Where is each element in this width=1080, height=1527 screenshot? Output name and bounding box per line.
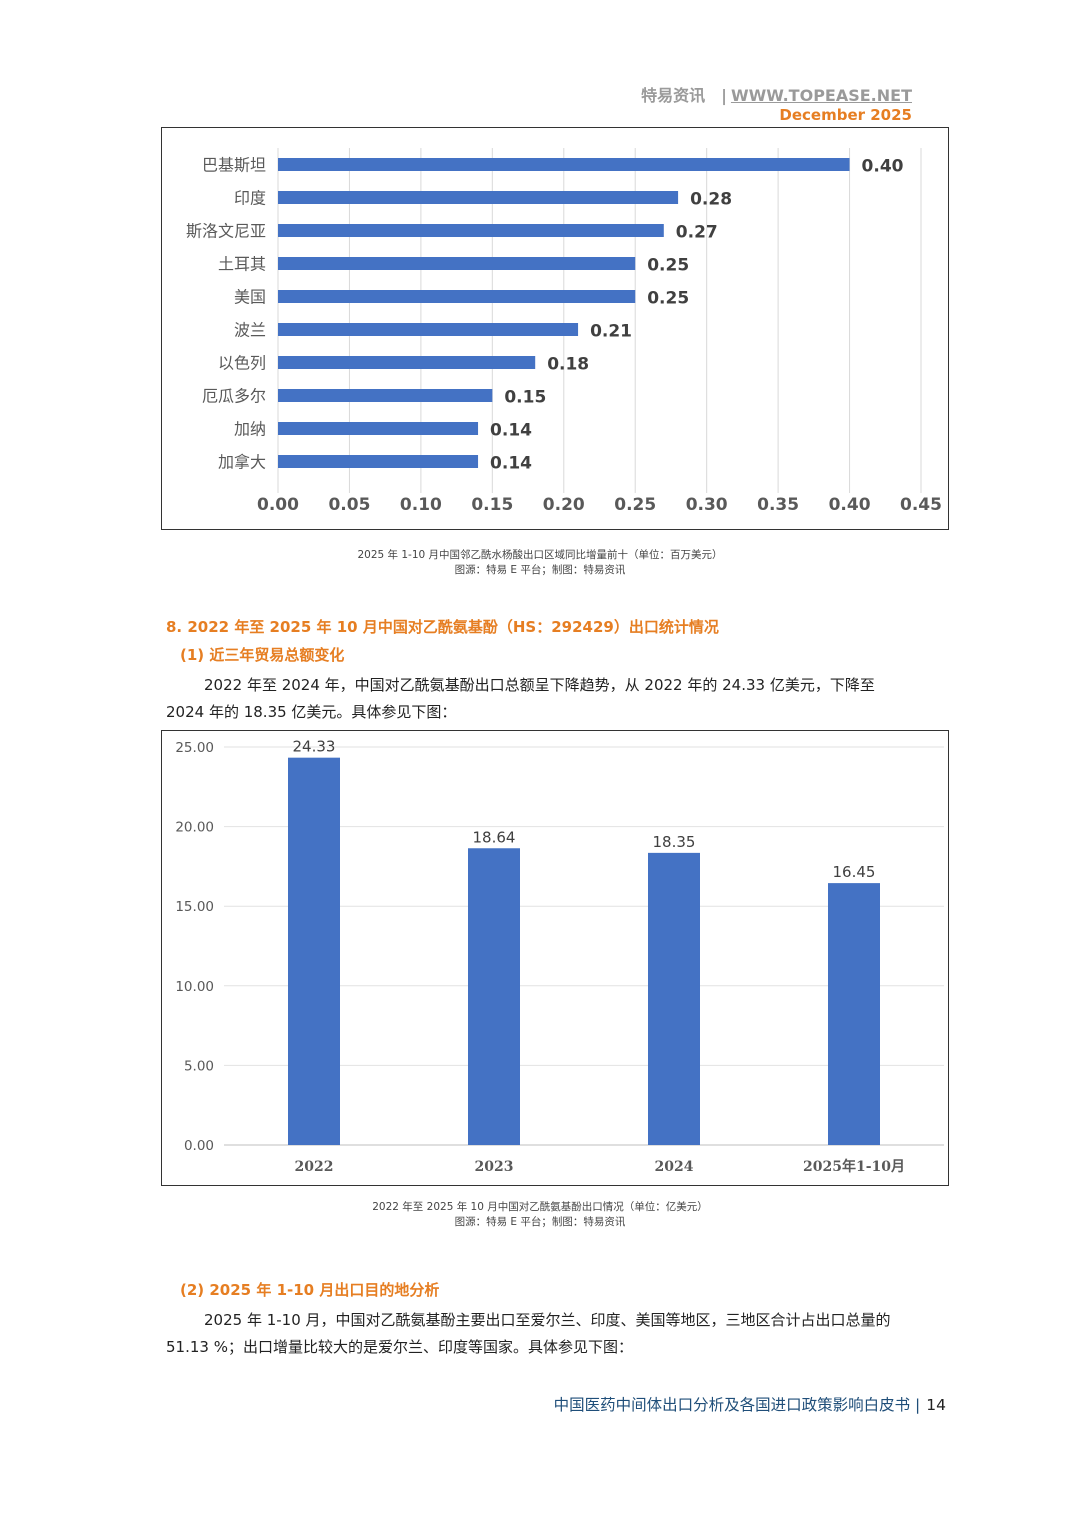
category-label: 2024 — [655, 1159, 694, 1175]
x-tick-label: 0.10 — [400, 495, 442, 515]
x-tick-label: 0.25 — [614, 495, 656, 515]
vertical-bar-chart: 0.00 5.00 10.00 15.00 20.00 25.00 24.33 2022 18.… — [161, 730, 949, 1186]
header-separator: | — [721, 86, 727, 105]
category-label: 2022 — [295, 1159, 334, 1175]
section-heading: 8. 2022 年至 2025 年 10 月中国对乙酰氨基酚（HS：292429… — [166, 618, 719, 636]
page-number: 14 — [926, 1396, 946, 1414]
brand-name: 特易资讯 — [641, 86, 706, 105]
paragraph-2-text: 2025 年 1-10 月，中国对乙酰氨基酚主要出口至爱尔兰、印度、美国等地区，… — [166, 1311, 891, 1356]
y-tick-label: 5.00 — [184, 1058, 214, 1074]
data-label: 18.35 — [653, 833, 696, 851]
page-footer: 中国医药中间体出口分析及各国进口政策影响白皮书 | 14 — [554, 1393, 946, 1415]
bar — [278, 455, 479, 468]
data-label: 0.21 — [590, 322, 632, 342]
bar — [278, 224, 664, 237]
bar — [278, 290, 636, 303]
y-tick-label: 20.00 — [175, 820, 214, 836]
bar — [288, 757, 340, 1145]
data-label: 0.28 — [690, 190, 732, 210]
category-label: 印度 — [234, 189, 266, 208]
subsection-heading-2: (2) 2025 年 1-10 月出口目的地分析 — [180, 1281, 440, 1299]
data-label: 0.27 — [676, 223, 718, 243]
data-label: 0.25 — [647, 289, 689, 309]
chart1-caption-source: 图源：特易 E 平台；制图：特易资讯 — [454, 564, 626, 576]
header-brand: 特易资讯 | WWW.TOPEASE.NET — [641, 82, 912, 106]
category-label: 2023 — [475, 1159, 514, 1175]
bar — [278, 356, 536, 369]
data-label: 0.15 — [504, 388, 546, 408]
data-label: 18.64 — [473, 828, 516, 846]
category-label: 斯洛文尼亚 — [186, 222, 266, 241]
x-tick-label: 0.20 — [543, 495, 585, 515]
bar — [278, 323, 579, 336]
data-label: 0.14 — [490, 454, 532, 474]
data-label: 0.14 — [490, 421, 532, 441]
category-label: 2025年1-10月 — [803, 1158, 905, 1175]
bar — [278, 158, 850, 171]
vertical-bar-chart-svg: 0.00 5.00 10.00 15.00 20.00 25.00 24.33 2022 18.… — [175, 738, 944, 1175]
category-label: 以色列 — [218, 354, 266, 373]
y-tick-label: 15.00 — [175, 899, 214, 915]
chart2-caption-title: 2022 年至 2025 年 10 月中国对乙酰氨基酚出口情况（单位：亿美元） — [372, 1201, 708, 1213]
category-label: 波兰 — [234, 321, 266, 340]
bar — [278, 257, 636, 270]
horizontal-bar-chart: 0.00 0.05 0.10 0.15 0.20 0.25 0.30 0.35 0.40 0.45… — [161, 127, 949, 530]
data-label: 0.18 — [547, 355, 589, 375]
y-tick-label: 0.00 — [184, 1138, 214, 1154]
data-label: 24.33 — [293, 738, 336, 756]
x-tick-label: 0.40 — [829, 495, 871, 515]
subsection-heading-1: (1) 近三年贸易总额变化 — [180, 646, 345, 664]
header-url-link[interactable]: WWW.TOPEASE.NET — [730, 86, 912, 105]
bar — [468, 848, 520, 1145]
category-label: 美国 — [234, 288, 266, 307]
y-tick-label: 25.00 — [175, 740, 214, 756]
header-date: December 2025 — [779, 106, 912, 124]
x-tick-label: 0.00 — [257, 495, 299, 515]
y-tick-label: 10.00 — [175, 979, 214, 995]
bar — [278, 191, 679, 204]
category-label: 加纳 — [234, 420, 266, 439]
chart1-caption-title: 2025 年 1-10 月中国邻乙酰水杨酸出口区域同比增量前十（单位：百万美元） — [357, 549, 723, 561]
x-tick-label: 0.05 — [328, 495, 370, 515]
footer-title: 中国医药中间体出口分析及各国进口政策影响白皮书 | — [553, 1396, 921, 1414]
x-tick-label: 0.45 — [900, 495, 942, 515]
x-tick-label: 0.15 — [471, 495, 513, 515]
data-label: 0.40 — [862, 157, 904, 177]
category-label: 巴基斯坦 — [202, 156, 266, 175]
chart1-caption: 2025 年 1-10 月中国邻乙酰水杨酸出口区域同比增量前十（单位：百万美元）… — [0, 548, 1080, 578]
x-tick-label: 0.30 — [686, 495, 728, 515]
data-label: 0.25 — [647, 256, 689, 276]
bar — [648, 852, 700, 1145]
chart2-caption: 2022 年至 2025 年 10 月中国对乙酰氨基酚出口情况（单位：亿美元） … — [0, 1200, 1080, 1230]
category-label: 土耳其 — [218, 255, 266, 274]
bar — [828, 883, 880, 1145]
category-label: 加拿大 — [218, 453, 266, 472]
data-label: 16.45 — [833, 863, 876, 881]
x-tick-label: 0.35 — [757, 495, 799, 515]
horizontal-bar-chart-svg: 0.00 0.05 0.10 0.15 0.20 0.25 0.30 0.35 0.40 0.45… — [186, 148, 942, 515]
category-label: 厄瓜多尔 — [202, 387, 266, 406]
bar — [278, 389, 493, 402]
bar — [278, 422, 479, 435]
paragraph-1: 2022 年至 2024 年，中国对乙酰氨基酚出口总额呈下降趋势，从 2022 … — [166, 672, 910, 726]
chart2-caption-source: 图源：特易 E 平台；制图：特易资讯 — [454, 1216, 626, 1228]
paragraph-2: 2025 年 1-10 月，中国对乙酰氨基酚主要出口至爱尔兰、印度、美国等地区，… — [166, 1307, 910, 1361]
paragraph-1-text: 2022 年至 2024 年，中国对乙酰氨基酚出口总额呈下降趋势，从 2022 … — [166, 676, 875, 721]
